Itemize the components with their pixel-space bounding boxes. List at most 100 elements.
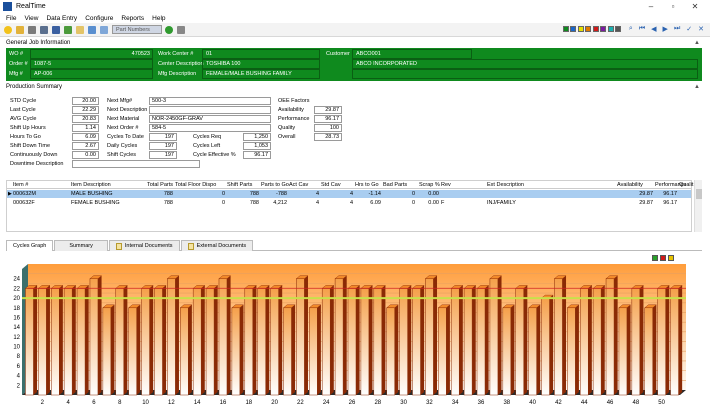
legend-green-icon[interactable] <box>652 255 658 261</box>
menu-reports[interactable]: Reports <box>121 14 145 22</box>
column-header[interactable]: Act Cav <box>289 182 309 188</box>
value-field[interactable]: 20.83 <box>72 115 99 123</box>
value-field[interactable]: 2.67 <box>72 142 99 150</box>
value-field[interactable]: 500-3 <box>149 97 271 105</box>
collapse-icon[interactable]: ▲ <box>694 84 700 90</box>
value-field[interactable]: 28.73 <box>314 133 342 141</box>
column-header[interactable]: Performance <box>655 182 687 188</box>
column-header[interactable]: Item Description <box>71 182 111 188</box>
menu-data-entry[interactable]: Data Entry <box>46 14 78 22</box>
smiley-icon[interactable] <box>4 25 12 34</box>
value-field[interactable]: 1.14 <box>72 124 99 132</box>
table-row[interactable]: 000632F FEMALE BUSHING 788 0 788 4,212 4 4 6.09 0… <box>7 199 691 207</box>
go-icon[interactable] <box>165 25 173 34</box>
binoculars-icon[interactable]: ⌕ <box>628 25 633 32</box>
column-header[interactable]: Shift Parts <box>227 182 253 188</box>
menu-file[interactable]: File <box>6 14 17 22</box>
value-field[interactable]: 1,053 <box>243 142 271 150</box>
value-field[interactable]: 96.17 <box>314 115 342 123</box>
bar <box>399 288 408 396</box>
value-field[interactable]: 584-5 <box>149 124 271 132</box>
downtime-description-field[interactable] <box>72 160 200 168</box>
color-swatch-icon[interactable] <box>592 26 599 32</box>
menu-help[interactable]: Help <box>152 14 166 22</box>
value-field[interactable] <box>149 106 271 114</box>
last-icon[interactable]: ⏭ <box>673 25 681 32</box>
value-field[interactable]: 1,250 <box>243 133 271 141</box>
menu-configure[interactable]: Configure <box>85 14 114 22</box>
column-header[interactable]: Item # <box>13 182 29 188</box>
cancel-icon[interactable]: ✕ <box>698 26 704 33</box>
color-swatch-icon[interactable] <box>600 26 607 32</box>
value-field[interactable]: 6.09 <box>72 133 99 141</box>
column-header[interactable]: Rev <box>441 182 451 188</box>
check-icon[interactable]: ✓ <box>686 26 693 33</box>
color-swatch-icon[interactable] <box>585 26 592 32</box>
collapse-icon[interactable]: ▲ <box>694 40 700 46</box>
value-field[interactable]: 20.00 <box>72 97 99 105</box>
value-field[interactable]: 29.87 <box>314 106 342 114</box>
color-swatch-icon[interactable] <box>615 26 622 32</box>
value-field[interactable]: 0.00 <box>72 151 99 159</box>
prev-icon[interactable]: ◀ <box>651 26 657 33</box>
value-field[interactable]: NOR-2450GF-GRAV <box>149 115 271 123</box>
mfg-description-field[interactable]: FEMALE/MALE BUSHING FAMILY <box>202 69 320 79</box>
center-description-field[interactable]: TOSHIBA 100 <box>202 59 320 69</box>
column-header[interactable]: Total Parts <box>147 182 173 188</box>
tab-summary[interactable]: Summary <box>54 240 108 251</box>
close-icon[interactable]: ✕ <box>691 2 699 11</box>
grid-icon[interactable] <box>100 25 108 34</box>
value-field[interactable]: 100 <box>314 124 342 132</box>
customer-extra-field[interactable] <box>352 69 698 79</box>
column-header[interactable]: Ext Description <box>487 182 524 188</box>
customer-name-field[interactable]: ABCO INCORPORATED <box>352 59 698 69</box>
work-center-field[interactable]: 01 <box>202 49 320 59</box>
print-icon[interactable] <box>28 25 36 34</box>
color-swatch-icon[interactable] <box>607 26 614 32</box>
color-swatch-icon[interactable] <box>577 26 584 32</box>
mfg-field[interactable]: AP-006 <box>30 69 153 79</box>
grid-scrollbar[interactable] <box>694 180 702 232</box>
value-field[interactable]: 197 <box>149 133 177 141</box>
tab-cycles-graph[interactable]: Cycles Graph <box>6 240 54 251</box>
next-icon[interactable]: ▶ <box>662 26 668 33</box>
image-icon[interactable] <box>88 25 96 34</box>
column-header[interactable]: Bad Parts <box>383 182 408 188</box>
legend-yellow-icon[interactable] <box>668 255 674 261</box>
column-header[interactable]: Qualit <box>679 182 694 188</box>
color-swatch-icon[interactable] <box>570 26 577 32</box>
part-numbers-combo[interactable]: Part Numbers <box>112 25 162 34</box>
new-icon[interactable] <box>16 25 24 34</box>
column-header[interactable]: Hrs to Go <box>355 182 379 188</box>
first-icon[interactable]: ⏮ <box>638 25 646 32</box>
items-grid: Item # Item Description Total Parts Total F… <box>6 180 694 232</box>
tab-internal-documents[interactable]: Internal Documents <box>108 240 180 251</box>
legend-red-icon[interactable] <box>660 255 666 261</box>
value-field[interactable]: 96.17 <box>243 151 271 159</box>
table-row[interactable]: 000632M MALE BUSHING 788 0 788 -788 4 4 -1.14 0 0.… <box>7 190 691 198</box>
minimize-icon[interactable]: – <box>648 2 654 11</box>
value-field[interactable]: 197 <box>149 142 177 150</box>
column-header[interactable]: Parts to Go <box>261 182 289 188</box>
tab-external-documents[interactable]: External Documents <box>180 240 254 251</box>
folder-icon[interactable] <box>76 25 84 34</box>
column-header[interactable]: Availability <box>617 182 643 188</box>
lock-icon[interactable] <box>40 25 48 34</box>
table-cell: 788 <box>249 200 259 206</box>
order-field[interactable]: 1087-5 <box>30 59 153 69</box>
sound-icon[interactable] <box>177 25 185 34</box>
chart-icon[interactable] <box>64 25 72 34</box>
column-header[interactable]: Scrap % <box>419 182 440 188</box>
column-header[interactable]: Total Floor Dispo <box>175 182 217 188</box>
wo-field[interactable]: 470523 <box>30 49 153 59</box>
maximize-icon[interactable]: ▫ <box>671 2 675 11</box>
color-swatch-icon[interactable] <box>562 26 569 32</box>
value-field[interactable]: 22.29 <box>72 106 99 114</box>
save-icon[interactable] <box>52 25 60 34</box>
value-field[interactable]: 197 <box>149 151 177 159</box>
column-header[interactable]: Std Cav <box>321 182 341 188</box>
scroll-thumb[interactable] <box>696 189 702 199</box>
customer-field[interactable]: ABCO001 <box>352 49 472 59</box>
menu-view[interactable]: View <box>24 14 39 22</box>
